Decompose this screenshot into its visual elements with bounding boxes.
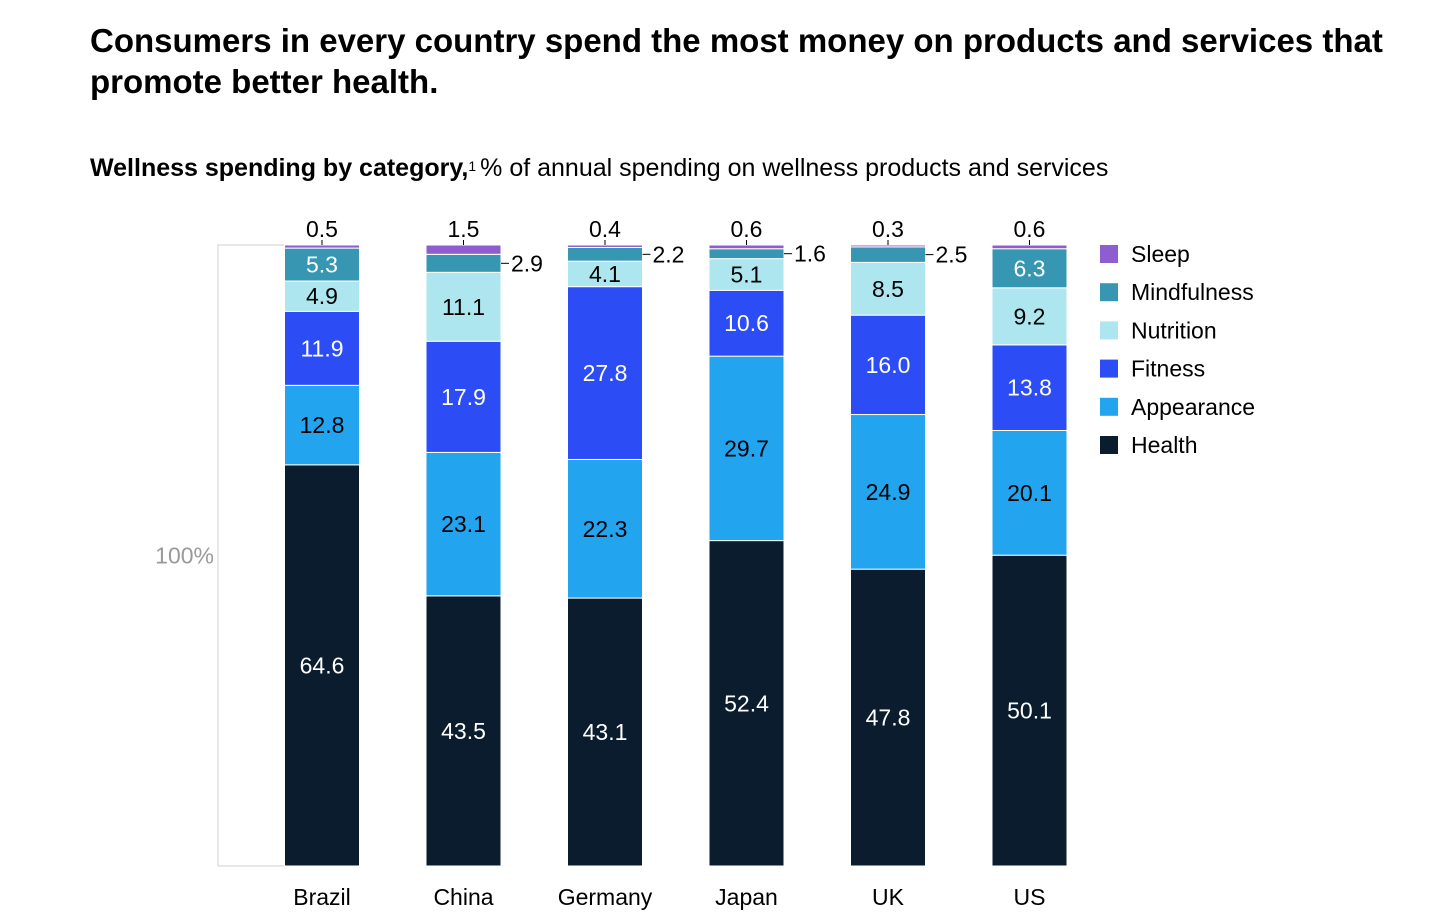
bar-china-mindfulness [425, 253, 502, 273]
bar-us-health [991, 554, 1068, 867]
legend-swatch-appearance [1100, 397, 1118, 416]
label-us-appearance: 20.1 [1007, 480, 1052, 506]
label-us-nutrition: 9.2 [1014, 303, 1046, 329]
label-germany-mindfulness: 2.2 [653, 241, 685, 267]
label-germany-sleep: 0.4 [589, 216, 621, 242]
bar-china-sleep [425, 244, 502, 255]
label-china-health: 43.5 [441, 718, 486, 744]
bar-germany-health [567, 597, 643, 867]
bar-us-mindfulness [991, 248, 1068, 289]
bar-brazil-sleep [284, 244, 360, 249]
category-label-brazil: Brazil [293, 884, 351, 910]
subtitle-rest: % of annual spending on wellness product… [480, 154, 1109, 182]
bar-japan-sleep [708, 244, 785, 250]
label-germany-nutrition: 4.1 [589, 261, 621, 287]
label-us-mindfulness: 6.3 [1014, 255, 1046, 281]
label-brazil-appearance: 12.8 [300, 412, 345, 438]
bar-germany-fitness [567, 286, 643, 460]
legend-swatch-nutrition [1100, 321, 1118, 340]
label-japan-appearance: 29.7 [724, 435, 769, 461]
legend-swatch-fitness [1100, 359, 1118, 378]
label-uk-appearance: 24.9 [866, 479, 911, 505]
bar-china-appearance [425, 451, 502, 597]
legend-label-nutrition: Nutrition [1131, 317, 1217, 343]
label-us-sleep: 0.6 [1014, 216, 1046, 242]
bar-us-appearance [991, 429, 1068, 556]
bar-china-fitness [425, 340, 502, 453]
label-us-fitness: 13.8 [1007, 375, 1052, 401]
legend-label-health: Health [1131, 432, 1197, 458]
legend-swatch-health [1100, 436, 1118, 454]
label-brazil-fitness: 11.9 [300, 335, 343, 361]
label-germany-appearance: 22.3 [583, 516, 628, 542]
bar-china-nutrition [425, 271, 502, 342]
hundred-percent-bracket [217, 244, 284, 867]
chart-title: Consumers in every country spend the mos… [90, 22, 1383, 100]
label-uk-fitness: 16.0 [866, 352, 911, 378]
label-brazil-nutrition: 4.9 [306, 283, 338, 309]
bar-germany-appearance [567, 458, 643, 599]
bar-brazil-fitness [284, 310, 360, 386]
label-uk-health: 47.8 [866, 705, 911, 731]
label-us-health: 50.1 [1007, 698, 1052, 724]
bracket-label: 100% [155, 543, 214, 569]
bar-uk-mindfulness [850, 246, 926, 263]
bar-uk-fitness [850, 314, 926, 416]
label-uk-mindfulness: 2.5 [936, 242, 968, 268]
label-japan-mindfulness: 1.6 [794, 241, 826, 267]
label-japan-sleep: 0.6 [731, 216, 763, 242]
legend-label-sleep: Sleep [1131, 241, 1190, 267]
bar-uk-health [850, 568, 926, 867]
category-label-uk: UK [872, 884, 905, 910]
category-label-us: US [1014, 884, 1046, 910]
label-uk-sleep: 0.3 [872, 216, 904, 242]
subtitle-bold: Wellness spending by category, [90, 154, 469, 182]
label-uk-nutrition: 8.5 [872, 276, 904, 302]
legend-label-mindfulness: Mindfulness [1131, 279, 1254, 305]
bar-us-sleep [991, 244, 1068, 250]
label-japan-fitness: 10.6 [724, 310, 769, 336]
category-label-china: China [433, 884, 493, 910]
bar-japan-nutrition [708, 258, 785, 291]
label-china-sleep: 1.5 [448, 216, 480, 242]
chart-subtitle: Wellness spending by category,1% of annu… [90, 152, 1108, 184]
legend-label-appearance: Appearance [1131, 394, 1255, 420]
label-brazil-sleep: 0.5 [306, 216, 338, 242]
label-germany-fitness: 27.8 [583, 360, 628, 386]
label-china-appearance: 23.1 [441, 511, 486, 537]
category-label-germany: Germany [558, 884, 653, 910]
bar-uk-sleep [850, 244, 926, 248]
legend-swatch-sleep [1100, 245, 1118, 263]
bar-uk-nutrition [850, 261, 926, 316]
legend-swatch-mindfulness [1100, 283, 1118, 302]
bar-japan-fitness [708, 289, 785, 357]
label-germany-health: 43.1 [583, 719, 628, 745]
label-brazil-mindfulness: 5.3 [306, 252, 338, 278]
label-china-fitness: 17.9 [441, 384, 486, 410]
label-china-mindfulness: 2.9 [511, 250, 543, 276]
label-japan-nutrition: 5.1 [731, 261, 763, 287]
label-japan-health: 52.4 [724, 690, 769, 716]
bar-japan-health [708, 540, 785, 867]
bar-brazil-nutrition [284, 280, 360, 312]
legend-label-fitness: Fitness [1131, 356, 1205, 382]
subtitle-footnote: 1 [468, 158, 477, 174]
category-label-japan: Japan [715, 884, 778, 910]
bar-brazil-health [284, 464, 360, 867]
label-china-nutrition: 11.1 [442, 294, 485, 320]
bar-brazil-appearance [284, 384, 360, 466]
label-brazil-health: 64.6 [300, 652, 345, 678]
bar-japan-mindfulness [708, 248, 785, 260]
bar-us-fitness [991, 344, 1068, 431]
bar-japan-appearance [708, 355, 785, 542]
bar-germany-sleep [567, 244, 643, 248]
bar-germany-mindfulness [567, 246, 643, 262]
bar-uk-appearance [850, 414, 926, 570]
